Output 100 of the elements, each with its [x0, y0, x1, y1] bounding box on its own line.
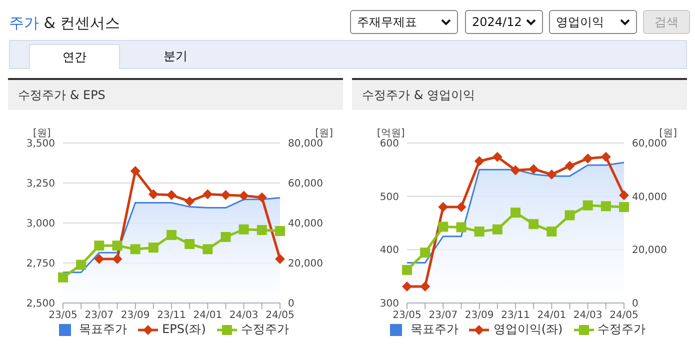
- y-tick-label: 3,500: [26, 138, 55, 150]
- point: [112, 240, 122, 251]
- y2-tick-label: 80,000: [288, 138, 323, 150]
- point: [166, 190, 176, 200]
- x-tick-label: 24/01: [193, 310, 222, 322]
- point: [94, 254, 104, 264]
- x-tick-label: 24/03: [573, 310, 602, 322]
- point: [220, 190, 231, 200]
- text: 2024/12: [472, 15, 522, 29]
- point: [564, 210, 575, 220]
- point: [184, 196, 195, 206]
- y2-tick-label: 0: [288, 298, 294, 310]
- point: [58, 272, 68, 282]
- point: [420, 281, 430, 292]
- legend-label: 영업이익(좌): [493, 321, 563, 338]
- point: [76, 260, 86, 270]
- point: [546, 169, 557, 180]
- y2-tick-label: 0: [632, 298, 638, 310]
- point: [238, 224, 249, 234]
- point: [619, 190, 629, 200]
- y-tick-label: 500: [380, 192, 399, 203]
- point: [202, 189, 213, 200]
- y2-tick-label: 60,000: [632, 138, 667, 150]
- text: 주재무제표: [357, 14, 417, 30]
- y-axis-title: [원]: [33, 127, 51, 139]
- point: [148, 189, 158, 200]
- point: [275, 254, 285, 264]
- y-tick-label: 400: [380, 245, 399, 256]
- legend-label: 목표주가: [79, 321, 128, 338]
- legend-label: EPS(좌): [162, 321, 206, 338]
- point: [474, 156, 484, 166]
- point: [528, 164, 539, 174]
- y2-tick-label: 40,000: [288, 218, 323, 230]
- point: [492, 152, 502, 162]
- point: [600, 152, 611, 162]
- x-tick-label: 24/03: [229, 310, 258, 322]
- x-tick-label: 24/01: [537, 310, 566, 322]
- point: [582, 200, 593, 210]
- point: [220, 232, 231, 242]
- x-tick-label: 23/07: [84, 310, 114, 322]
- point: [238, 190, 249, 201]
- y-tick-label: 2,500: [26, 298, 55, 310]
- point: [456, 222, 466, 232]
- legend-label: 목표주가: [410, 321, 458, 338]
- y2-tick-label: 20,000: [632, 245, 667, 256]
- point: [130, 166, 140, 176]
- point: [564, 160, 575, 171]
- point: [510, 208, 520, 218]
- point: [402, 281, 412, 292]
- point: [492, 224, 502, 234]
- y-tick-label: 300: [380, 298, 399, 310]
- point: [166, 230, 176, 240]
- y2-tick-label: 20,000: [288, 258, 323, 270]
- legend-label: 수정주가: [598, 321, 646, 338]
- point: [438, 202, 448, 212]
- x-tick-label: 24/05: [266, 310, 294, 322]
- point: [130, 244, 140, 254]
- x-tick-label: 23/09: [120, 310, 150, 322]
- y-tick-label: 2,750: [26, 258, 55, 270]
- point: [256, 192, 267, 202]
- x-tick-label: 24/05: [610, 310, 638, 322]
- point: [256, 225, 267, 235]
- y2-axis-title: [원]: [658, 127, 677, 139]
- point: [202, 244, 213, 254]
- point: [184, 239, 195, 249]
- x-tick-label: 23/05: [48, 310, 78, 322]
- chart-title: 수정주가 & EPS: [8, 80, 343, 110]
- point: [402, 264, 412, 275]
- point: [528, 219, 539, 230]
- text: 검색: [643, 10, 690, 34]
- legend-label: 수정주가: [240, 321, 289, 338]
- text: 주가 & 컨센서스: [9, 14, 120, 33]
- point: [112, 254, 122, 264]
- point: [275, 226, 285, 236]
- text: 영업이익: [556, 14, 604, 30]
- point: [600, 201, 611, 212]
- y-tick-label: 3,250: [26, 178, 55, 190]
- text: 분기: [162, 48, 188, 65]
- y2-axis-title: [원]: [314, 127, 333, 139]
- x-tick-label: 23/09: [464, 310, 494, 322]
- point: [546, 226, 557, 237]
- point: [474, 226, 484, 237]
- point: [94, 240, 104, 251]
- point: [438, 222, 448, 232]
- x-tick-label: 23/07: [428, 310, 458, 322]
- y-axis-title: [억원]: [377, 127, 405, 139]
- y2-tick-label: 60,000: [288, 178, 323, 190]
- x-tick-label: 23/05: [392, 310, 422, 322]
- text: 연간: [29, 44, 120, 69]
- point: [148, 242, 158, 253]
- y2-tick-label: 40,000: [632, 192, 667, 203]
- point: [456, 202, 466, 212]
- x-tick-label: 23/11: [501, 310, 530, 322]
- y-tick-label: 3,000: [26, 218, 55, 230]
- point: [510, 165, 520, 176]
- point: [619, 202, 629, 212]
- y-tick-label: 600: [380, 138, 399, 150]
- x-tick-label: 23/11: [157, 310, 186, 322]
- point: [420, 248, 430, 258]
- point: [582, 153, 593, 164]
